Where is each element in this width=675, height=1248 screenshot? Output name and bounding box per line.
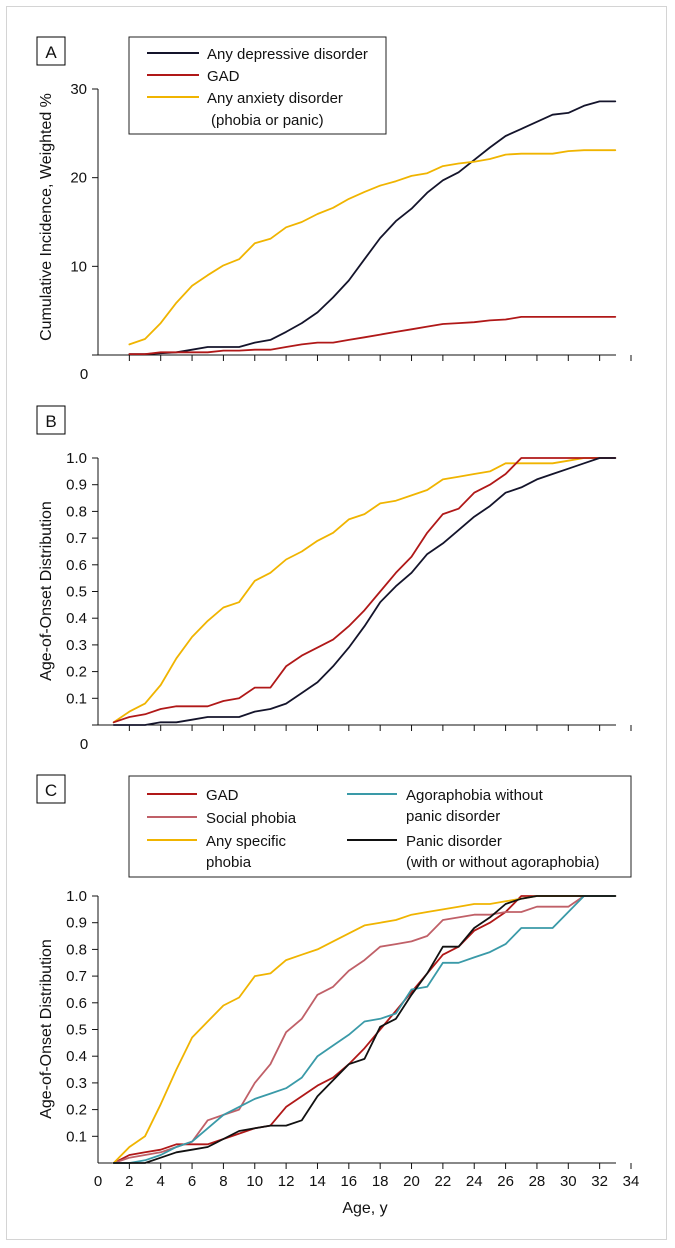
x-tick-label: 32 (591, 1173, 608, 1190)
legend-label-line2: phobia (206, 854, 252, 871)
series-line (112, 895, 617, 1164)
x-tick-label: 4 (157, 1173, 165, 1190)
y-tick-label: 0.7 (66, 968, 87, 985)
legend: GAD Social phobia Any specific phobia Ag… (128, 775, 632, 878)
series-line (112, 895, 617, 1164)
x-tick-label: 0 (94, 1173, 102, 1190)
y-tick-label: 10 (70, 258, 87, 275)
x-tick-label: 20 (403, 1173, 420, 1190)
y-axis-title: Age-of-Onset Distribution (38, 501, 55, 681)
y-tick-label: 1.0 (66, 450, 87, 467)
x-tick-label: 26 (497, 1173, 514, 1190)
figure-frame: A Cumulative Incidence, Weighted % 10 20 3… (6, 6, 667, 1240)
series-line (112, 457, 617, 724)
figure-svg: A Cumulative Incidence, Weighted % 10203… (36, 36, 639, 1217)
x-tick-label: 14 (309, 1173, 326, 1190)
y-tick-label: 0.4 (66, 1048, 87, 1065)
series-line (128, 315, 617, 356)
series-line (112, 895, 617, 1164)
x-tick-label: 16 (340, 1173, 357, 1190)
y-tick-label: 0.9 (66, 915, 87, 932)
plot-area: 0.10.20.30.40.50.60.70.80.91.00 2 4 6 8 10 12 1… (66, 888, 639, 1190)
y-tick-label: 0.4 (66, 610, 87, 627)
y-tick-label: 0.2 (66, 664, 87, 681)
x-axis-title: Age, y (342, 1200, 387, 1217)
x-tick-label: 10 (246, 1173, 263, 1190)
legend-label: Panic disorder (406, 833, 502, 850)
y-tick-label: 0 (80, 736, 88, 753)
series-line (112, 895, 617, 1164)
legend-box (128, 775, 632, 878)
plot-area: 10 20 30 0 (70, 81, 632, 383)
series-line (128, 100, 617, 356)
x-tick-label: 34 (623, 1173, 640, 1190)
y-tick-label: 1.0 (66, 888, 87, 905)
x-tick-label: 6 (188, 1173, 196, 1190)
legend-box (128, 36, 387, 135)
y-tick-label: 0.9 (66, 477, 87, 494)
panel-label: C (45, 781, 57, 800)
panel-label-box (36, 405, 66, 435)
y-tick-label: 0.5 (66, 1022, 87, 1039)
y-tick-label: 0.5 (66, 584, 87, 601)
panel-b: B Age-of-Onset Distribution 0.1 0.2 0.3 0.4… (36, 405, 632, 753)
plot-area: 0.1 0.2 0.3 0.4 0.5 0.6 0.7 0.8 0.9 1.0 0 (66, 450, 632, 753)
legend-label-line2: (with or without agoraphobia) (406, 854, 599, 871)
legend-label: GAD (206, 787, 239, 804)
x-tick-label: 28 (529, 1173, 546, 1190)
panel-label: A (45, 43, 57, 62)
y-tick-label: 30 (70, 81, 87, 98)
legend-label: Any depressive disorder (207, 46, 368, 63)
y-axis-title: Cumulative Incidence, Weighted % (38, 93, 55, 341)
y-tick-label: 20 (70, 170, 87, 187)
y-tick-label: 0.1 (66, 1128, 87, 1145)
x-tick-label: 18 (372, 1173, 389, 1190)
y-tick-label: 0.6 (66, 557, 87, 574)
panel-label-box (36, 774, 66, 804)
series-line (112, 457, 617, 726)
panel-c: C Age-of-Onset Distribution 0.1 0.2 0.3 0.4… (36, 774, 639, 1217)
y-tick-label: 0.3 (66, 637, 87, 654)
y-tick-label: 0.8 (66, 941, 87, 958)
series-line (112, 457, 617, 724)
y-axis-title: Age-of-Onset Distribution (38, 939, 55, 1119)
y-tick-label: 0.1 (66, 690, 87, 707)
legend-label-line2: panic disorder (406, 808, 500, 825)
legend-label: Any specific (206, 833, 287, 850)
legend-label: GAD (207, 68, 240, 85)
panel-label-box (36, 36, 66, 66)
series-line (128, 149, 617, 346)
x-tick-label: 30 (560, 1173, 577, 1190)
y-tick-label: 0.8 (66, 503, 87, 520)
y-tick-label: 0 (80, 366, 88, 383)
x-tick-label: 2 (125, 1173, 133, 1190)
x-tick-label: 22 (435, 1173, 452, 1190)
legend-label: Any anxiety disorder (207, 90, 343, 107)
legend-label: Social phobia (206, 810, 297, 827)
legend: Any depressive disorder GAD Any anxiety … (128, 36, 387, 135)
x-tick-label: 24 (466, 1173, 483, 1190)
legend-label: Agoraphobia without (406, 787, 544, 804)
y-tick-label: 0.6 (66, 995, 87, 1012)
x-tick-label: 8 (219, 1173, 227, 1190)
panel-a: A Cumulative Incidence, Weighted % 10 20 3… (36, 36, 632, 383)
series-line (112, 895, 617, 1164)
y-tick-label: 0.2 (66, 1102, 87, 1119)
y-tick-label: 0.7 (66, 530, 87, 547)
legend-label-line2: (phobia or panic) (211, 112, 324, 129)
y-tick-label: 0.3 (66, 1075, 87, 1092)
panel-label: B (45, 412, 56, 431)
x-tick-label: 12 (278, 1173, 295, 1190)
